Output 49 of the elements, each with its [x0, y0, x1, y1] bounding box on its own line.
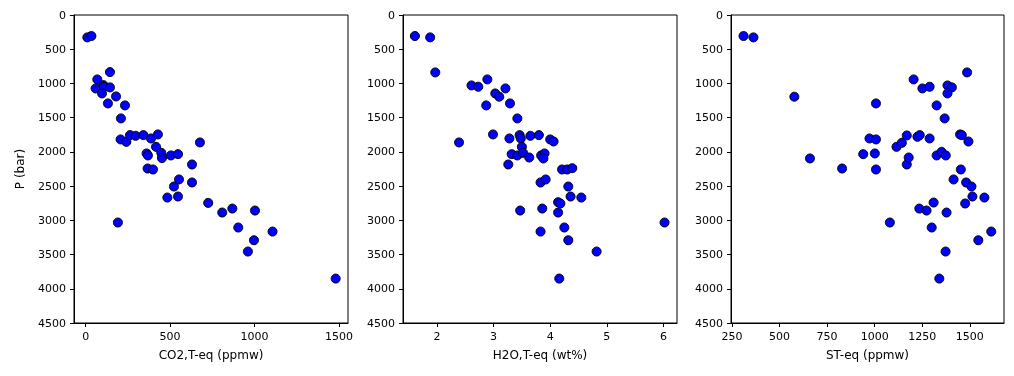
- y-tick-label: 4500: [38, 316, 66, 330]
- x-tick-label: 2: [433, 330, 441, 343]
- y-tick-label: 1000: [38, 76, 66, 90]
- y-tick-label: 4000: [695, 282, 723, 296]
- y-tick-label: 1500: [38, 111, 66, 125]
- y-tick-label: 3500: [38, 248, 66, 262]
- y-tick-label: 2000: [367, 145, 395, 159]
- y-tick-label: 4000: [367, 282, 395, 296]
- x-axis-title: H2O,T-eq (wt%): [492, 348, 588, 362]
- y-tick-label: 0: [59, 8, 66, 22]
- y-tick-label: 500: [702, 42, 723, 56]
- y-tick-label: 0: [716, 8, 723, 22]
- y-tick-label: 3000: [695, 213, 723, 227]
- y-tick-label: 3500: [695, 248, 723, 262]
- y-tick-label: 500: [45, 42, 66, 56]
- y-tick-label: 2500: [367, 179, 395, 193]
- x-axis-title: CO2,T-eq (ppmw): [158, 348, 264, 362]
- y-tick-label: 3500: [367, 248, 395, 262]
- x-tick-label: 500: [769, 330, 791, 343]
- x-tick-label: 1000: [860, 330, 889, 343]
- x-tick-label: 500: [159, 330, 181, 343]
- y-tick-label: 2500: [695, 179, 723, 193]
- x-tick-label: 3: [490, 330, 498, 343]
- y-tick-label: 4500: [695, 316, 723, 330]
- y-axis-title: P (bar): [13, 148, 27, 190]
- x-tick-label: 0: [82, 330, 90, 343]
- y-tick-label: 4000: [38, 282, 66, 296]
- y-tick-label: 1500: [367, 111, 395, 125]
- x-tick-label: 1000: [240, 330, 269, 343]
- x-tick-label: 6: [659, 330, 667, 343]
- y-tick-label: 3000: [38, 213, 66, 227]
- y-tick-label: 0: [388, 8, 395, 22]
- x-tick-label: 1250: [908, 330, 937, 343]
- x-tick-label: 250: [721, 330, 743, 343]
- y-tick-label: 500: [374, 42, 395, 56]
- y-tick-label: 2000: [695, 145, 723, 159]
- y-tick-label: 1500: [695, 111, 723, 125]
- x-tick-label: 1500: [955, 330, 984, 343]
- y-tick-label: 2000: [38, 145, 66, 159]
- y-tick-label: 1000: [695, 76, 723, 90]
- x-tick-label: 4: [546, 330, 554, 343]
- x-tick-label: 1500: [324, 330, 353, 343]
- y-tick-label: 2500: [38, 179, 66, 193]
- x-axis-title: ST-eq (ppmw): [825, 348, 910, 362]
- y-tick-label: 3000: [367, 213, 395, 227]
- x-tick-label: 750: [816, 330, 838, 343]
- x-tick-label: 5: [603, 330, 611, 343]
- y-tick-label: 1000: [367, 76, 395, 90]
- y-tick-label: 4500: [367, 316, 395, 330]
